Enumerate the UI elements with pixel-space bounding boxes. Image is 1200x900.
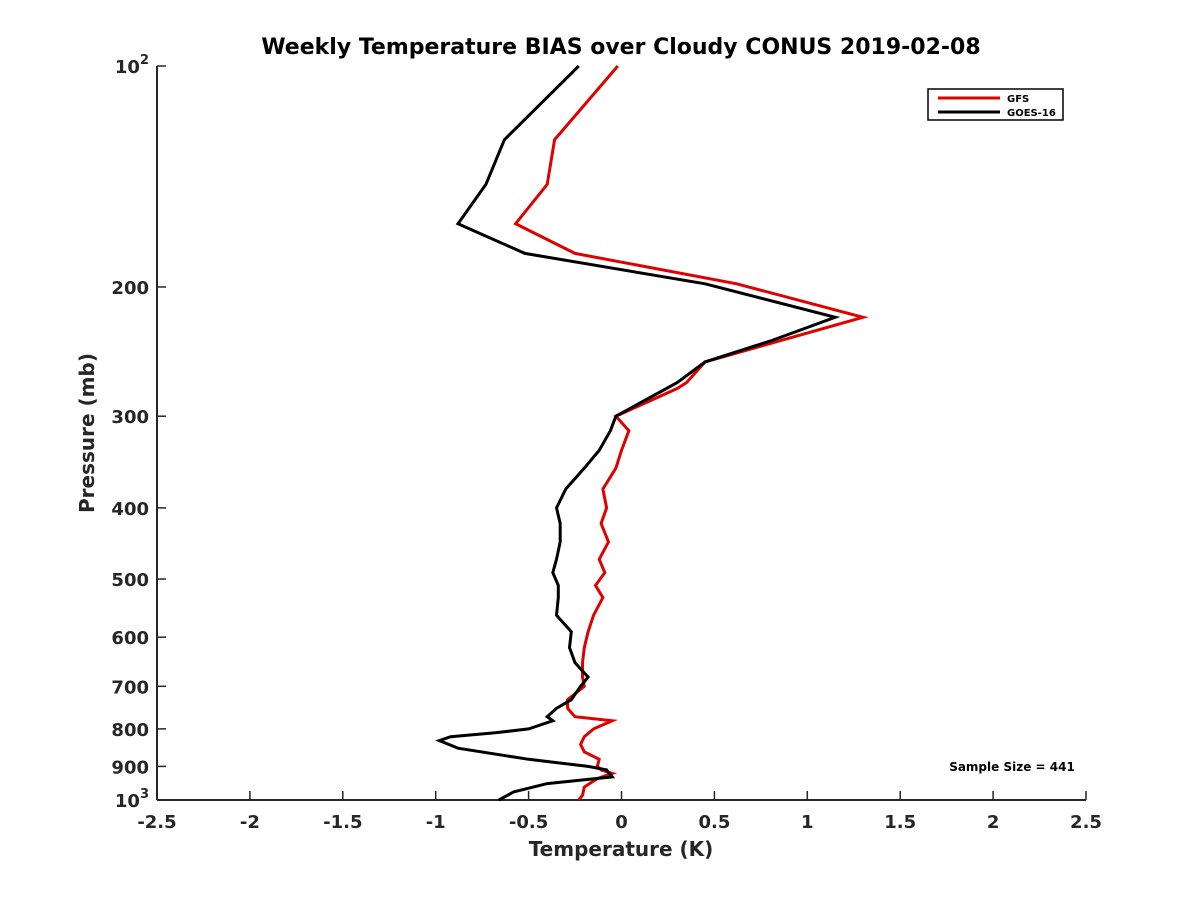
y-axis-label: Pressure (mb) (75, 353, 99, 513)
legend: GFS GOES-16 (927, 88, 1064, 121)
x-tick-label: 1 (801, 812, 814, 833)
x-tick-label: -2.5 (137, 812, 176, 833)
legend-label: GFS (1007, 94, 1029, 105)
y-tick-label: 500 (111, 570, 149, 591)
x-tick-label: 2.5 (1070, 812, 1102, 833)
sample-size-annotation: Sample Size = 441 (949, 760, 1075, 774)
y-ticks: 102 200 300 400 500 600 700 800 900 103 (111, 53, 166, 812)
x-tick-label: 0.5 (698, 812, 730, 833)
y-tick-label: 200 (111, 278, 149, 299)
legend-box (927, 88, 1064, 121)
x-tick-label: -2 (240, 812, 260, 833)
y-tick-label: 700 (111, 677, 149, 698)
x-axis-label: Temperature (K) (529, 837, 714, 861)
y-tick-label: 102 (115, 53, 149, 78)
y-tick-label: 103 (115, 787, 149, 812)
x-tick-label: -0.5 (509, 812, 548, 833)
axes (156, 66, 1086, 801)
y-tick-label: 800 (111, 720, 149, 741)
series-line-gfs (513, 65, 869, 801)
x-tick-label: -1.5 (323, 812, 362, 833)
x-ticks: -2.5 -2 -1.5 -1 -0.5 0 0.5 1 1.5 2 2.5 (137, 791, 1102, 833)
y-tick-label: 300 (111, 407, 149, 428)
legend-label: GOES-16 (1007, 108, 1056, 119)
y-tick-label: 600 (111, 628, 149, 649)
y-tick-label: 400 (111, 499, 149, 520)
series-line-goes-16 (435, 64, 841, 802)
x-tick-label: 0 (615, 812, 628, 833)
y-tick-label: 900 (111, 757, 149, 778)
chart-title: Weekly Temperature BIAS over Cloudy CONU… (261, 35, 980, 60)
x-tick-label: 1.5 (884, 812, 916, 833)
x-tick-label: -1 (426, 812, 446, 833)
series-lines (435, 64, 869, 802)
x-tick-label: 2 (987, 812, 1000, 833)
